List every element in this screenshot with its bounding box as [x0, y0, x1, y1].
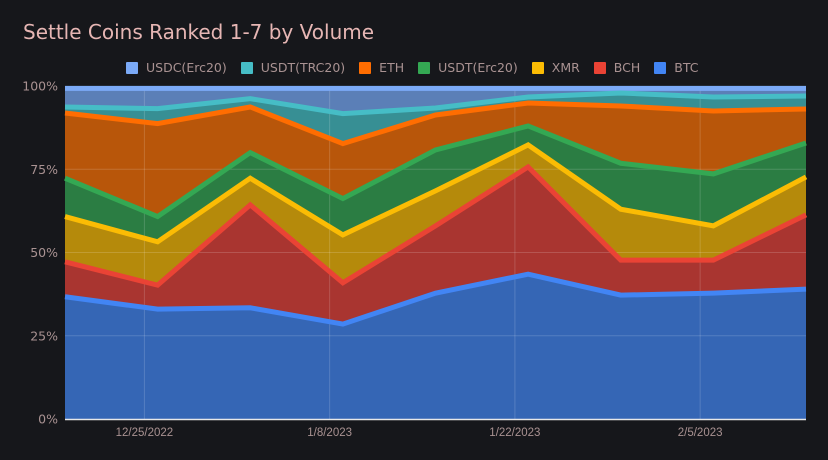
- chart-legend: USDC(Erc20) USDT(TRC20) ETH USDT(Erc20) XMR B…: [126, 60, 713, 75]
- line-eth: [64, 100, 807, 147]
- y-tick-label: 50%: [30, 245, 58, 260]
- legend-item-usdt-erc20[interactable]: USDT(Erc20): [418, 60, 518, 75]
- area-eth: [65, 102, 806, 217]
- area-btc: [65, 274, 806, 419]
- legend-swatch: [531, 61, 544, 74]
- y-tick-label: 0%: [38, 412, 58, 427]
- line-btc: [64, 271, 807, 327]
- series-lines: [64, 85, 808, 327]
- legend-swatch: [593, 61, 606, 74]
- legend-label: USDC(Erc20): [146, 60, 227, 75]
- legend-label: BTC: [674, 60, 699, 75]
- y-axis-ticks: 0% 25% 50% 75% 100%: [22, 79, 58, 427]
- legend-swatch: [359, 61, 372, 74]
- x-tick-label: 12/25/2022: [116, 427, 174, 439]
- legend-swatch: [240, 61, 253, 74]
- legend-label: BCH: [613, 60, 641, 75]
- legend-label: ETH: [379, 60, 405, 75]
- y-tick-label: 75%: [30, 162, 58, 177]
- legend-label: USDT(Erc20): [438, 60, 518, 75]
- y-tick-label: 100%: [22, 79, 58, 94]
- line-bch: [64, 163, 808, 288]
- line-usdt-erc20: [64, 123, 807, 220]
- x-tick-label: 2/5/2023: [678, 427, 723, 439]
- x-tick-label: 1/22/2023: [489, 427, 540, 439]
- legend-item-eth[interactable]: ETH: [359, 60, 404, 75]
- line-xmr: [64, 142, 808, 245]
- gridlines: [65, 86, 806, 421]
- legend-item-xmr[interactable]: XMR: [531, 60, 580, 75]
- legend-item-btc[interactable]: BTC: [654, 60, 699, 75]
- legend-item-usdc-erc20[interactable]: USDC(Erc20): [126, 60, 227, 75]
- legend-label: USDT(TRC20): [260, 60, 346, 75]
- legend-swatch: [126, 61, 138, 74]
- line-usdt-trc20: [64, 90, 807, 117]
- chart-title: Settle Coins Ranked 1-7 by Volume: [23, 20, 375, 44]
- legend-label: XMR: [551, 60, 580, 75]
- x-axis-ticks: 12/25/2022 1/8/2023 1/22/2023 2/5/2023: [116, 427, 723, 439]
- legend-item-usdt-trc20[interactable]: USDT(TRC20): [240, 60, 346, 75]
- y-tick-label: 25%: [30, 328, 58, 343]
- legend-swatch: [654, 61, 667, 74]
- legend-swatch: [418, 61, 431, 74]
- x-tick-label: 1/8/2023: [307, 427, 352, 439]
- legend-item-bch[interactable]: BCH: [593, 60, 641, 75]
